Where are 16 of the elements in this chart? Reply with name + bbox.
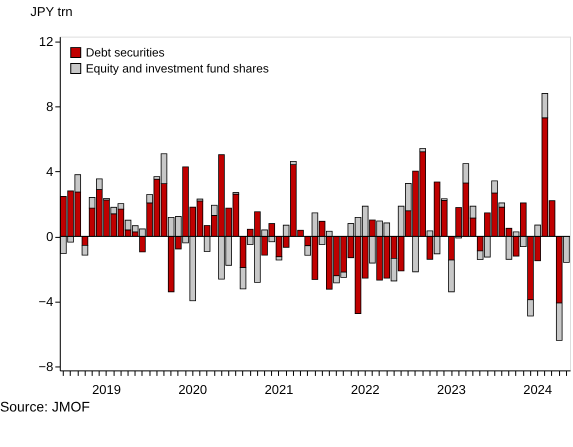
y-axis-title: JPY trn <box>30 4 73 20</box>
legend-label: Debt securities <box>86 46 165 60</box>
y-tick-label: −4 <box>38 294 54 309</box>
x-tick-label: 2020 <box>178 382 208 397</box>
x-tick-label: 2022 <box>350 382 380 397</box>
y-tick-label: 8 <box>46 98 54 114</box>
y-tick-label: −8 <box>38 358 54 374</box>
y-tick-label: 0 <box>46 228 54 244</box>
x-tick-label: 2021 <box>264 382 294 397</box>
source-note: Source: JMOF <box>0 398 90 414</box>
y-tick-label: 12 <box>38 34 54 49</box>
x-tick-label: 2019 <box>92 382 121 397</box>
x-tick-label: 2024 <box>523 382 552 397</box>
legend-label: Equity and investment fund shares <box>86 61 269 76</box>
y-tick-label: 4 <box>46 164 54 179</box>
x-tick-label: 2023 <box>437 382 466 397</box>
